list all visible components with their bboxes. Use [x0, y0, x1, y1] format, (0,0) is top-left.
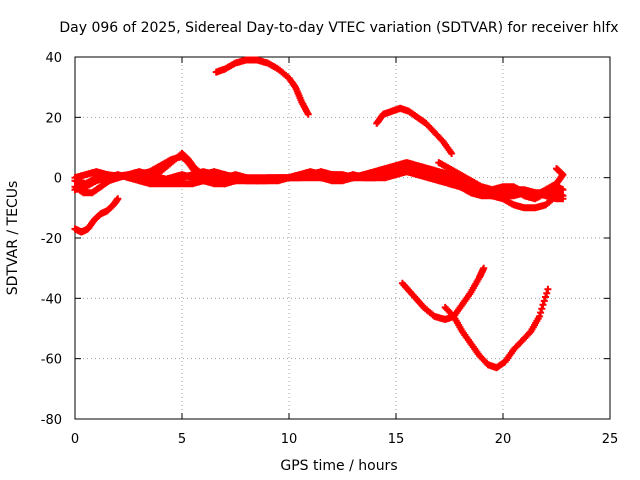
data-points [212, 56, 312, 118]
y-tick-label: 0 [54, 172, 62, 187]
x-tick-label: 25 [602, 432, 619, 447]
grid-lines [75, 57, 610, 419]
data-points [373, 104, 456, 157]
x-axis-label: GPS time / hours [280, 458, 397, 474]
series-track-g [212, 56, 312, 118]
series-layer [71, 56, 567, 372]
data-points [441, 285, 552, 372]
data-points [146, 150, 261, 185]
data-points [398, 264, 488, 323]
x-tick-label: 20 [495, 432, 512, 447]
y-tick-label: -20 [41, 232, 62, 247]
x-tick-label: 15 [388, 432, 405, 447]
y-axis-label: SDTVAR / TECUs [5, 181, 21, 296]
series-track-e [146, 150, 261, 185]
data-points [71, 195, 122, 236]
series-track-h [373, 104, 456, 157]
y-tick-label: -80 [41, 413, 62, 428]
y-tick-label: 40 [45, 51, 62, 66]
y-tick-label: -40 [41, 292, 62, 307]
data-points [435, 159, 567, 200]
y-tick-label: 20 [45, 111, 62, 126]
series-track-k [441, 285, 552, 372]
chart-title: Day 096 of 2025, Sidereal Day-to-day VTE… [59, 20, 618, 36]
series-track-f [71, 195, 122, 236]
x-tick-label: 10 [281, 432, 298, 447]
x-tick-label: 5 [178, 432, 186, 447]
series-track-j [398, 264, 488, 323]
axis-ticks: 0 5 10 15 20 25 -80 -60 -40 -20 0 20 40 [41, 51, 619, 447]
x-tick-label: 0 [71, 432, 79, 447]
y-tick-label: -60 [41, 353, 62, 368]
series-track-i [435, 159, 567, 200]
